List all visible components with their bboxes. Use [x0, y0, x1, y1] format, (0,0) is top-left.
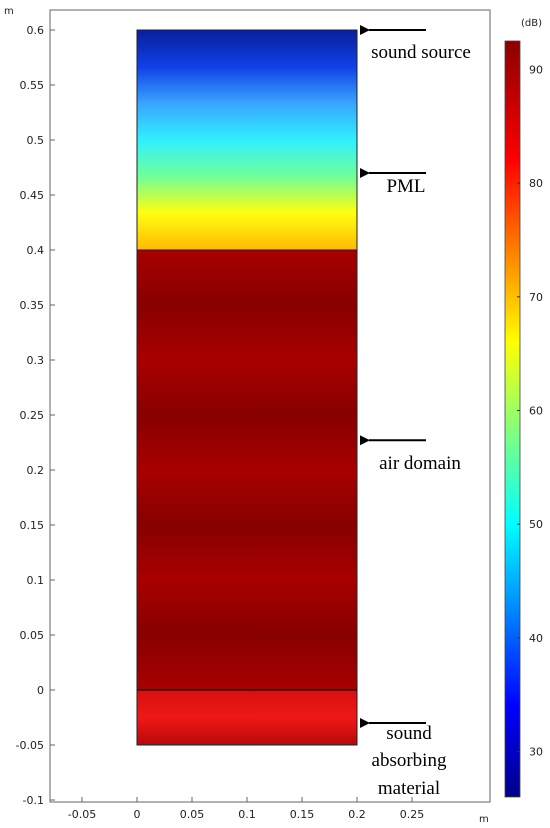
colorbar-tick-label: 80 — [529, 177, 543, 190]
y-tick-label: 0.15 — [20, 519, 45, 532]
y-tick-label: 0.2 — [27, 464, 45, 477]
colorbar-tick-label: 40 — [529, 632, 543, 645]
air-domain-region — [137, 250, 357, 690]
x-tick-label: -0.05 — [68, 808, 96, 821]
y-tick-label: 0.1 — [27, 574, 45, 587]
y-tick-label: -0.1 — [23, 794, 44, 807]
x-tick-label: 0 — [134, 808, 141, 821]
y-axis-unit: m — [4, 6, 14, 17]
colorbar-tick-label: 30 — [529, 746, 543, 759]
sound-absorbing-material-label: material — [378, 778, 440, 799]
annotations: sound source PML air domain sound absorbing m… — [360, 25, 471, 799]
y-tick-label: 0.5 — [27, 134, 45, 147]
colorbar-gradient — [504, 40, 521, 798]
colorbar-ticks: 90 80 70 60 50 40 30 — [517, 63, 543, 759]
y-tick-label: 0.25 — [20, 409, 45, 422]
colorbar-tick-label: 60 — [529, 404, 543, 417]
colorbar-unit: (dB) — [521, 18, 542, 29]
x-axis-ticks: -0.05 0 0.05 0.1 0.15 0.2 0.25 — [68, 797, 424, 821]
pml-label: PML — [386, 176, 425, 197]
sound-absorbing-material-label: sound — [386, 723, 432, 744]
x-tick-label: 0.2 — [348, 808, 366, 821]
y-tick-label: 0.6 — [27, 24, 45, 37]
y-tick-label: 0 — [37, 684, 44, 697]
y-tick-label: 0.55 — [20, 79, 45, 92]
y-tick-label: 0.4 — [27, 244, 45, 257]
colorbar-tick-label: 70 — [529, 291, 543, 304]
colorbar-tick-label: 90 — [529, 63, 543, 76]
axes-frame — [49, 9, 491, 803]
y-tick-label: 0.05 — [20, 629, 45, 642]
y-tick-label: 0.3 — [27, 354, 45, 367]
x-axis-unit: m — [479, 814, 489, 825]
simulation-domain — [136, 29, 358, 746]
x-tick-label: 0.25 — [400, 808, 425, 821]
sound-absorbing-material-label: absorbing — [372, 750, 447, 771]
x-tick-label: 0.1 — [238, 808, 256, 821]
y-tick-label: 0.45 — [20, 189, 45, 202]
colorbar: (dB) 90 80 70 60 50 40 30 — [504, 18, 543, 798]
y-axis-ticks: 0.6 0.55 0.5 0.45 0.4 0.35 0.3 0.25 0.2 0.15 0.1 0.… — [16, 24, 55, 807]
sound-source-label: sound source — [371, 42, 471, 63]
x-tick-label: 0.05 — [180, 808, 205, 821]
domain-outline — [136, 29, 358, 746]
y-tick-label: -0.05 — [16, 739, 44, 752]
x-tick-label: 0.15 — [290, 808, 315, 821]
air-domain-label: air domain — [379, 453, 461, 474]
colorbar-tick-label: 50 — [529, 518, 543, 531]
pml-region — [137, 30, 357, 250]
absorbing-material-region — [137, 690, 357, 745]
y-tick-label: 0.35 — [20, 299, 45, 312]
